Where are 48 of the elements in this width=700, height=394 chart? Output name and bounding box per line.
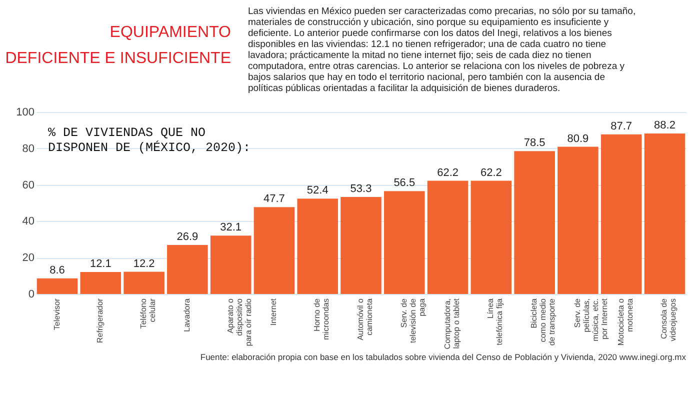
x-tick-label: Refrigerador <box>96 298 105 343</box>
bar <box>340 196 382 294</box>
bar <box>384 191 425 294</box>
data-label: 8.6 <box>50 264 65 276</box>
data-label: 87.7 <box>610 120 632 132</box>
y-tick-label: 20 <box>22 252 34 264</box>
bar <box>514 151 555 294</box>
data-label: 12.1 <box>90 258 112 270</box>
y-tick-label: 80 <box>22 142 34 155</box>
y-tick-label: 100 <box>16 106 34 118</box>
data-label: 26.9 <box>176 231 198 244</box>
y-tick-label: 0 <box>28 288 34 300</box>
data-label: 62.2 <box>437 166 458 179</box>
data-label: 88.2 <box>654 119 676 132</box>
bar <box>210 236 252 294</box>
x-tick-label: Aparato o dispositivo para oír radio <box>226 298 253 346</box>
y-tick-label: 60 <box>22 179 34 192</box>
x-tick-label: Teléfono celular <box>139 298 158 329</box>
data-label: 47.7 <box>264 193 285 206</box>
data-label: 80.9 <box>567 132 589 145</box>
data-label: 62.2 <box>480 166 502 179</box>
x-tick-label: Lavadora <box>182 298 192 332</box>
bar <box>427 180 468 294</box>
x-tick-label: Televisor <box>52 298 62 330</box>
annotation: % DE VIVIENDAS QUE NO DISPONEN DE (MÉXICO, 2020): <box>48 126 251 155</box>
bar <box>470 180 512 294</box>
data-label: 32.1 <box>220 222 242 234</box>
chart-title: EQUIPAMIENTO DEFICIENTE E INSUFICIENTE <box>5 24 231 67</box>
bar <box>80 272 122 294</box>
y-tick-label: 40 <box>22 216 34 228</box>
bar <box>297 198 338 294</box>
bar <box>124 272 164 294</box>
bar <box>36 278 78 294</box>
bar <box>644 133 686 294</box>
data-label: 52.4 <box>306 184 328 197</box>
source-note: Fuente: elaboración propia con base en los tabulados sobre vivienda del Censo de Población y Vivienda, 2020 www.inegi.org.mx <box>200 352 687 362</box>
data-label: 56.5 <box>394 177 416 190</box>
bar <box>254 207 295 294</box>
data-label: 12.2 <box>133 258 155 270</box>
bar <box>167 245 208 294</box>
data-label: 78.5 <box>524 137 546 150</box>
x-tick-label: Horno de microondas <box>312 298 331 340</box>
data-label: 53.3 <box>350 182 372 195</box>
x-tick-label: Internet <box>269 298 278 326</box>
x-tick-label: Serv. de televisión de paga <box>399 298 426 343</box>
bar <box>600 134 642 294</box>
bar <box>558 146 598 294</box>
chart-subtitle: Las viviendas en México pueden ser caracterizadas como precarias, no sólo por su tamaño, materiales de construcción y ubicación, sino porque su equipamiento es insuficiente y deficiente. Lo anterior puede confirmarse con los datos del Inegi, relativos a los bienes disponibles en las viviendas: 12.1 no tienen refrigerador; una de cada cuatro no tiene lavadora; prácticamente la mitad no tiene internet fijo; seis de cada diez no tienen computadora, entre otras carencias. Lo anterior se relaciona con los niveles de pobreza y bajos salarios que hay en todo el territorio nacional, pero también con la ausencia de políticas públicas orientadas a facilitar la adquisición de bienes duraderos. <box>248 6 636 94</box>
